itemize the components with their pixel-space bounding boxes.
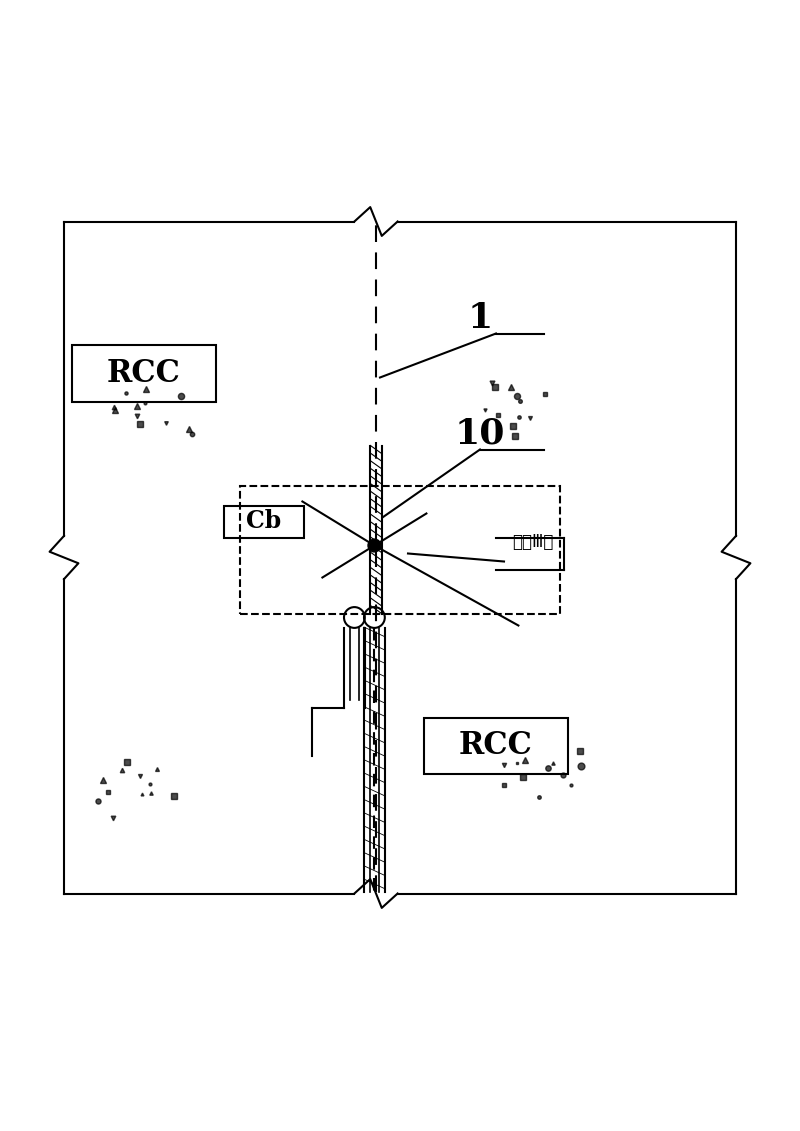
- Text: 1: 1: [467, 301, 493, 335]
- Bar: [72, 345, 216, 402]
- Text: RCC: RCC: [107, 359, 181, 389]
- Text: Cb: Cb: [246, 509, 282, 534]
- Bar: [240, 485, 560, 613]
- Text: 10: 10: [454, 416, 506, 450]
- Text: RCC: RCC: [459, 729, 533, 761]
- Bar: [224, 506, 304, 537]
- Bar: [424, 717, 568, 774]
- Text: 紫铜Ⅲ型: 紫铜Ⅲ型: [512, 533, 554, 551]
- Circle shape: [368, 539, 381, 552]
